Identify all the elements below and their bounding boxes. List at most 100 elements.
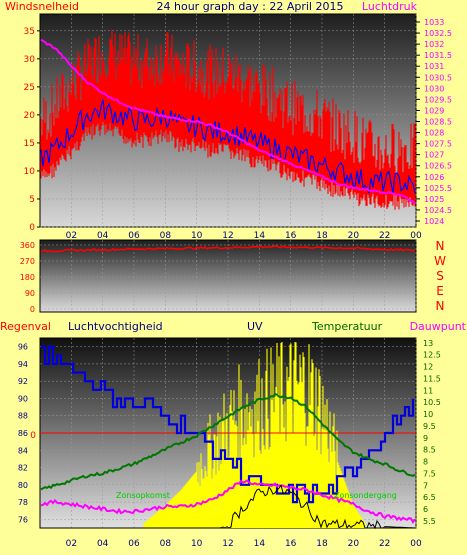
temperature-tick: 9.5 bbox=[423, 422, 436, 431]
temperature-tick: 13 bbox=[423, 339, 433, 348]
compass-letter: S bbox=[436, 269, 444, 283]
temperature-tick: 7 bbox=[423, 481, 428, 490]
humidity-time-tick: 06 bbox=[128, 539, 140, 549]
wind-time-tick: 20 bbox=[348, 231, 360, 241]
humidity-time-tick: 20 bbox=[348, 539, 360, 549]
wind-speed-tick: 10 bbox=[24, 167, 36, 177]
wind-speed-tick: 5 bbox=[29, 195, 35, 205]
pressure-tick: 1028 bbox=[424, 129, 444, 138]
humidity-axis: 76 78 80 82 84 86 88 90 92 94 96 bbox=[18, 343, 28, 525]
wind-speed-tick: 0 bbox=[29, 223, 35, 233]
wind-speed-tick: 35 bbox=[24, 27, 35, 37]
wind-time-tick: 08 bbox=[160, 231, 172, 241]
pressure-tick: 1028.5 bbox=[424, 118, 452, 127]
pressure-tick: 1033 bbox=[424, 18, 444, 27]
humidity-time-tick: 08 bbox=[160, 539, 172, 549]
humidity-tick: 86 bbox=[18, 429, 28, 438]
humidity-time-tick: 14 bbox=[254, 539, 266, 549]
temperature-tick: 7.5 bbox=[423, 469, 436, 478]
humidity-tick: 82 bbox=[18, 464, 28, 473]
temperature-tick: 8.5 bbox=[423, 446, 436, 455]
pressure-tick: 1029 bbox=[424, 106, 444, 115]
pressure-tick: 1032 bbox=[424, 40, 444, 49]
temperature-axis: 5.5 6 6.5 7 7.5 8 8.5 9 9.5 10 10.5 11 11.5 12 12.5 13 bbox=[423, 339, 441, 526]
humidity-tick: 94 bbox=[18, 360, 28, 369]
humidity-tick: 80 bbox=[18, 481, 28, 490]
wind-time-axis: 02 04 06 08 10 12 14 16 18 20 22 00 bbox=[66, 231, 422, 241]
chart-title: 24 hour graph day : 22 April 2015 bbox=[157, 0, 344, 13]
temperature-tick: 9 bbox=[423, 434, 428, 443]
wind-time-tick: 18 bbox=[316, 231, 328, 241]
solar-series-group bbox=[143, 342, 366, 528]
wind-speed-tick: 20 bbox=[24, 111, 36, 121]
humidity-tick: 78 bbox=[18, 498, 28, 507]
humidity-temperature-lines bbox=[40, 345, 416, 530]
humidity-time-tick: 22 bbox=[379, 539, 390, 549]
wind-direction-tick: 270 bbox=[20, 257, 35, 266]
compass-letter: N bbox=[436, 239, 445, 253]
wind-speed-label: Windsnelheid bbox=[5, 0, 79, 13]
wind-time-tick: 00 bbox=[410, 231, 422, 241]
wind-time-tick: 04 bbox=[97, 231, 109, 241]
wind-direction-grid bbox=[40, 240, 417, 312]
temperature-tick: 11.5 bbox=[423, 374, 441, 383]
wind-direction-axis: 0 90 180 270 360 bbox=[20, 241, 35, 314]
pressure-tick: 1026.5 bbox=[424, 162, 452, 171]
humidity-tick: 92 bbox=[18, 377, 28, 386]
wind-speed-tick: 30 bbox=[24, 55, 36, 65]
uv-label: UV bbox=[247, 320, 263, 333]
rain-label: Regenval bbox=[0, 320, 51, 333]
humidity-time-tick: 12 bbox=[222, 539, 233, 549]
wind-speed-axis: 0 5 10 15 20 25 30 35 bbox=[24, 27, 40, 233]
wind-direction-tick: 0 bbox=[30, 305, 35, 314]
temperature-tick: 6.5 bbox=[423, 493, 436, 502]
compass-letter: N bbox=[436, 299, 445, 313]
pressure-tick: 1032.5 bbox=[424, 29, 452, 38]
humidity-tick: 96 bbox=[18, 343, 28, 352]
humidity-line bbox=[41, 345, 415, 504]
wind-direction-line bbox=[40, 245, 416, 253]
pressure-tick: 1027.5 bbox=[424, 140, 452, 149]
pressure-tick: 1025.5 bbox=[424, 184, 452, 193]
temperature-tick: 11 bbox=[423, 386, 433, 395]
wind-time-tick: 14 bbox=[254, 231, 266, 241]
humidity-time-tick: 10 bbox=[191, 539, 203, 549]
temperature-tick: 8 bbox=[423, 458, 428, 467]
dewpoint-label: Dauwpunt bbox=[410, 320, 467, 333]
wind-time-tick: 02 bbox=[66, 231, 77, 241]
wind-speed-tick: 25 bbox=[24, 83, 35, 93]
pressure-tick: 1029.5 bbox=[424, 95, 452, 104]
humidity-tick: 88 bbox=[18, 412, 28, 421]
humidity-time-tick: 18 bbox=[316, 539, 328, 549]
wind-time-tick: 22 bbox=[379, 231, 390, 241]
humidity-tick: 84 bbox=[18, 446, 28, 455]
wind-direction-tick: 90 bbox=[25, 289, 35, 298]
humidity-time-tick: 04 bbox=[97, 539, 109, 549]
pressure-tick: 1030 bbox=[424, 84, 444, 93]
pressure-axis: 1033 1032.5 1032 1031.5 1031 1030.5 1030 1029.5… bbox=[416, 18, 452, 226]
dewpoint-line bbox=[40, 479, 416, 524]
sunrise-label: Zonsopkomst bbox=[116, 491, 170, 500]
wind-average-line bbox=[40, 99, 416, 194]
pressure-line bbox=[40, 38, 416, 205]
humidity-tick: 76 bbox=[18, 515, 28, 524]
temperature-label: Temperatuur bbox=[311, 320, 383, 333]
wind-direction-tick: 180 bbox=[20, 273, 35, 282]
wind-time-tick: 06 bbox=[128, 231, 140, 241]
temperature-tick: 12.5 bbox=[423, 351, 441, 360]
compass-letter: E bbox=[436, 284, 444, 298]
temperature-tick: 10.5 bbox=[423, 398, 441, 407]
uv-line bbox=[41, 484, 416, 530]
sunset-label: Zonsondergang bbox=[334, 491, 397, 500]
wind-direction-tick: 360 bbox=[20, 241, 35, 250]
humidity-label: Luchtvochtigheid bbox=[68, 320, 163, 333]
humidity-tick: 90 bbox=[18, 394, 28, 403]
wind-speed-tick: 15 bbox=[24, 139, 35, 149]
wind-time-tick: 12 bbox=[222, 231, 233, 241]
wind-time-tick: 10 bbox=[191, 231, 203, 241]
humidity-time-axis: 02 04 06 08 10 12 14 16 18 20 22 00 bbox=[66, 539, 422, 549]
temperature-tick: 6 bbox=[423, 505, 428, 514]
